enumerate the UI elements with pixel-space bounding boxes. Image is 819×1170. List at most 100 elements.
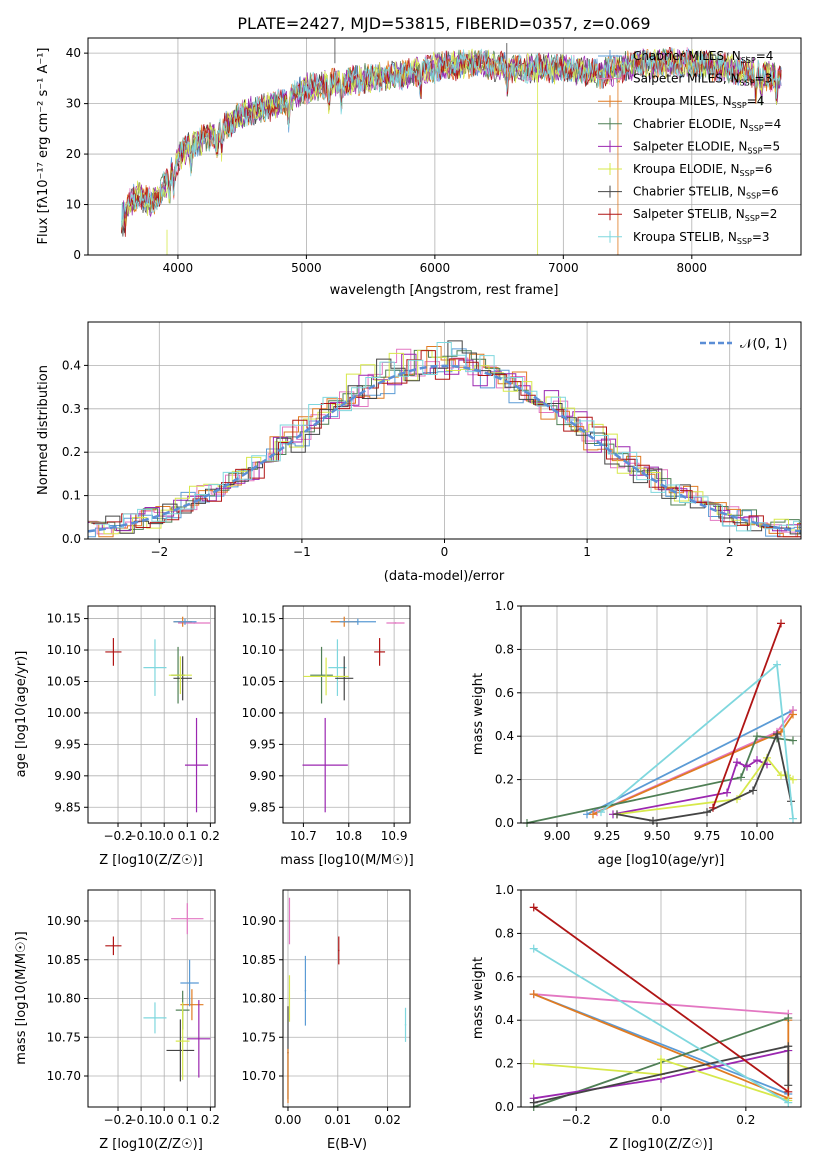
mass-weight-vs-age-marker xyxy=(597,808,605,817)
spectrum-legend-label: Chabrier STELIB, NSSP=6 xyxy=(633,185,779,201)
histogram-ytick-label: 0.2 xyxy=(62,445,81,459)
mass-vs-ebv-point xyxy=(288,997,291,1000)
age-vs-mass-point xyxy=(336,666,339,669)
mass-vs-ebv-ytick-label: 10.70 xyxy=(242,1069,276,1083)
mass-weight-vs-z-xtick-label: 0.0 xyxy=(651,1113,670,1127)
mass-weight-vs-z-series-5 xyxy=(533,1058,789,1102)
age-vs-z-point xyxy=(154,666,156,669)
age-vs-mass-point xyxy=(394,622,397,624)
histogram-legend: 𝒩(0, 1) xyxy=(700,337,787,352)
mass-weight-vs-age-ylabel: mass weight xyxy=(471,673,486,755)
normal-curve xyxy=(87,364,802,533)
spectrum-legend-label: Chabrier MILES, NSSP=4 xyxy=(633,49,773,65)
age-vs-mass-point xyxy=(357,620,359,623)
mass-weight-vs-age-series-6 xyxy=(616,731,792,822)
mass-weight-vs-z-ylabel: mass weight xyxy=(471,957,486,1039)
mass-weight-vs-age-series-7 xyxy=(712,623,782,809)
mass-weight-vs-age-ytick-label: 0.4 xyxy=(495,729,514,743)
mass-weight-vs-age-marker xyxy=(789,814,797,823)
spectrum-legend-label: Chabrier ELODIE, NSSP=4 xyxy=(633,117,781,133)
mass-vs-z-ytick-label: 10.70 xyxy=(47,1069,81,1083)
histogram-panel: −2 −1 0 1 2 0.0 0.1 0.2 0.3 0.4 (data-model)/erro… xyxy=(36,321,802,584)
histogram-series-5 xyxy=(89,349,801,535)
age-vs-z-point xyxy=(181,677,184,680)
mass-weight-vs-z-marker xyxy=(784,1098,793,1107)
age-vs-z-xtick-label: 0.0 xyxy=(155,829,174,843)
mass-weight-vs-z-marker xyxy=(784,1042,793,1051)
spectrum-legend-label: Kroupa MILES, NSSP=4 xyxy=(633,94,764,110)
mass-weight-vs-age-marker xyxy=(723,788,731,797)
age-vs-mass-ytick-label: 10.00 xyxy=(242,706,276,720)
mass-weight-vs-z-ytick-label: 0.8 xyxy=(495,926,514,940)
age-vs-z-point xyxy=(193,622,196,624)
mass-weight-vs-age-marker xyxy=(789,775,797,784)
age-vs-mass-point xyxy=(320,674,323,676)
mass-weight-vs-z-series-1 xyxy=(533,993,789,1015)
mass-vs-z-point xyxy=(186,917,189,920)
mass-weight-vs-age-xtick-label: 9.50 xyxy=(644,829,671,843)
age-vs-z-point xyxy=(184,620,186,623)
histogram-series-7 xyxy=(93,350,801,538)
age-vs-z-point xyxy=(195,764,198,766)
spectrum-legend-label: Salpeter MILES, NSSP=3 xyxy=(633,72,772,88)
age-vs-mass-xtick-label: 10.7 xyxy=(290,829,317,843)
mass-vs-z-ytick-label: 10.90 xyxy=(47,914,81,928)
mass-weight-vs-z-ytick-label: 0.0 xyxy=(495,1100,514,1114)
mass-weight-vs-age-ytick-label: 0.0 xyxy=(495,816,514,830)
mass-vs-ebv-point xyxy=(404,1024,407,1026)
mass-vs-z-point xyxy=(154,1017,156,1019)
mass-weight-vs-age-marker xyxy=(753,756,761,765)
mass-weight-vs-z-marker xyxy=(784,1087,793,1096)
age-vs-mass-ytick-label: 9.85 xyxy=(249,800,276,814)
histogram-ytick-label: 0.0 xyxy=(62,532,81,546)
age-vs-mass-panel: 10.7 10.8 10.9 9.85 9.90 9.95 10.00 10.05 10.10 1… xyxy=(242,605,414,868)
mass-weight-vs-age-xtick-label: 10.00 xyxy=(740,829,774,843)
mass-vs-z-ytick-label: 10.85 xyxy=(47,953,81,967)
age-vs-z-ytick-label: 9.90 xyxy=(54,769,81,783)
mass-weight-vs-age-marker xyxy=(777,619,785,628)
mass-weight-vs-age-ytick-label: 1.0 xyxy=(495,599,514,613)
mass-weight-vs-age-ytick-label: 0.6 xyxy=(495,686,514,700)
mass-weight-vs-z-ytick-label: 1.0 xyxy=(495,883,514,897)
spectrum-ytick-label: 40 xyxy=(66,46,81,60)
age-vs-mass-xtick-label: 10.9 xyxy=(381,829,408,843)
mass-weight-vs-age-marker xyxy=(589,810,597,819)
spectrum-xtick-label: 8000 xyxy=(677,261,708,275)
age-vs-z-panel: −0.2−0.10.0 0.1 0.2 9.85 9.90 9.95 10.00 10.05 1… xyxy=(14,605,220,868)
mass-vs-z-xtick-label: −0.2 xyxy=(103,1113,132,1127)
histogram-xtick-label: 1 xyxy=(583,545,591,559)
spectrum-legend-label: Salpeter ELODIE, NSSP=5 xyxy=(633,139,780,155)
histogram-series-6 xyxy=(91,340,801,535)
age-vs-z-ytick-label: 10.15 xyxy=(47,612,81,626)
mass-vs-z-point xyxy=(188,982,191,984)
spectrum-panel: 4000 5000 6000 7000 8000 0 10 20 30 40 wavelength… xyxy=(36,37,802,298)
spectrum-ylabel: Flux [fλ10⁻¹⁷ erg cm⁻² s⁻¹ A⁻¹] xyxy=(36,48,51,245)
mass-vs-ebv-ytick-label: 10.80 xyxy=(242,992,276,1006)
mass-weight-vs-age-marker xyxy=(703,808,711,817)
mass-vs-ebv-panel: 0.00 0.01 0.02 10.70 10.75 10.80 10.85 10.90 E(… xyxy=(242,889,411,1152)
mass-weight-vs-age-marker xyxy=(709,803,717,812)
age-vs-z-xtick-label: 0.1 xyxy=(178,829,197,843)
age-vs-mass-point xyxy=(343,677,346,680)
mass-weight-vs-z-marker xyxy=(657,1055,665,1064)
mass-weight-vs-z-marker xyxy=(784,1014,793,1023)
spectrum-xtick-label: 4000 xyxy=(163,261,194,275)
histogram-ytick-label: 0.3 xyxy=(62,402,81,416)
mass-weight-vs-age-series-4 xyxy=(612,759,768,816)
mass-vs-z-ylabel: mass [log10(M/M☉)] xyxy=(14,931,29,1064)
mass-weight-vs-age-marker xyxy=(737,773,745,782)
spectrum-series-8 xyxy=(121,48,782,228)
mass-weight-vs-age-marker xyxy=(649,816,657,825)
mass-vs-z-xtick-label: 0.2 xyxy=(201,1113,220,1127)
histogram-xtick-label: −2 xyxy=(150,545,168,559)
mass-weight-vs-z-marker xyxy=(529,1059,538,1068)
mass-vs-ebv-ytick-label: 10.75 xyxy=(242,1030,276,1044)
age-vs-mass-ytick-label: 10.15 xyxy=(242,612,276,626)
mass-weight-vs-z-marker xyxy=(529,944,538,953)
mass-vs-ebv-xtick-label: 0.02 xyxy=(374,1113,401,1127)
age-vs-z-xtick-label: −0.1 xyxy=(127,829,156,843)
mass-vs-ebv-point xyxy=(288,920,291,922)
mass-weight-vs-age-marker xyxy=(733,758,741,767)
histogram-ylabel: Normed distribution xyxy=(36,365,51,495)
